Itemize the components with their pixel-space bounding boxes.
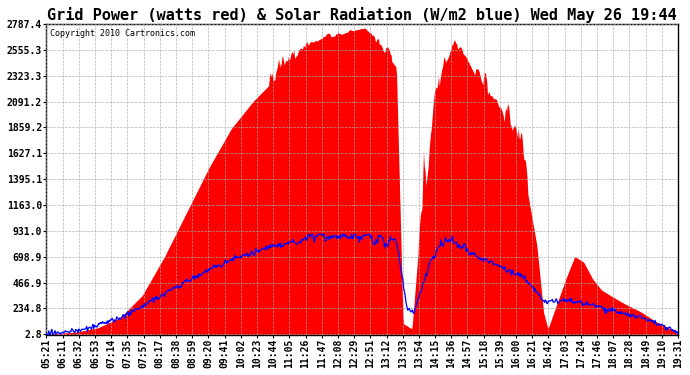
Text: Copyright 2010 Cartronics.com: Copyright 2010 Cartronics.com — [50, 29, 195, 38]
Title: Grid Power (watts red) & Solar Radiation (W/m2 blue) Wed May 26 19:44: Grid Power (watts red) & Solar Radiation… — [48, 7, 677, 23]
